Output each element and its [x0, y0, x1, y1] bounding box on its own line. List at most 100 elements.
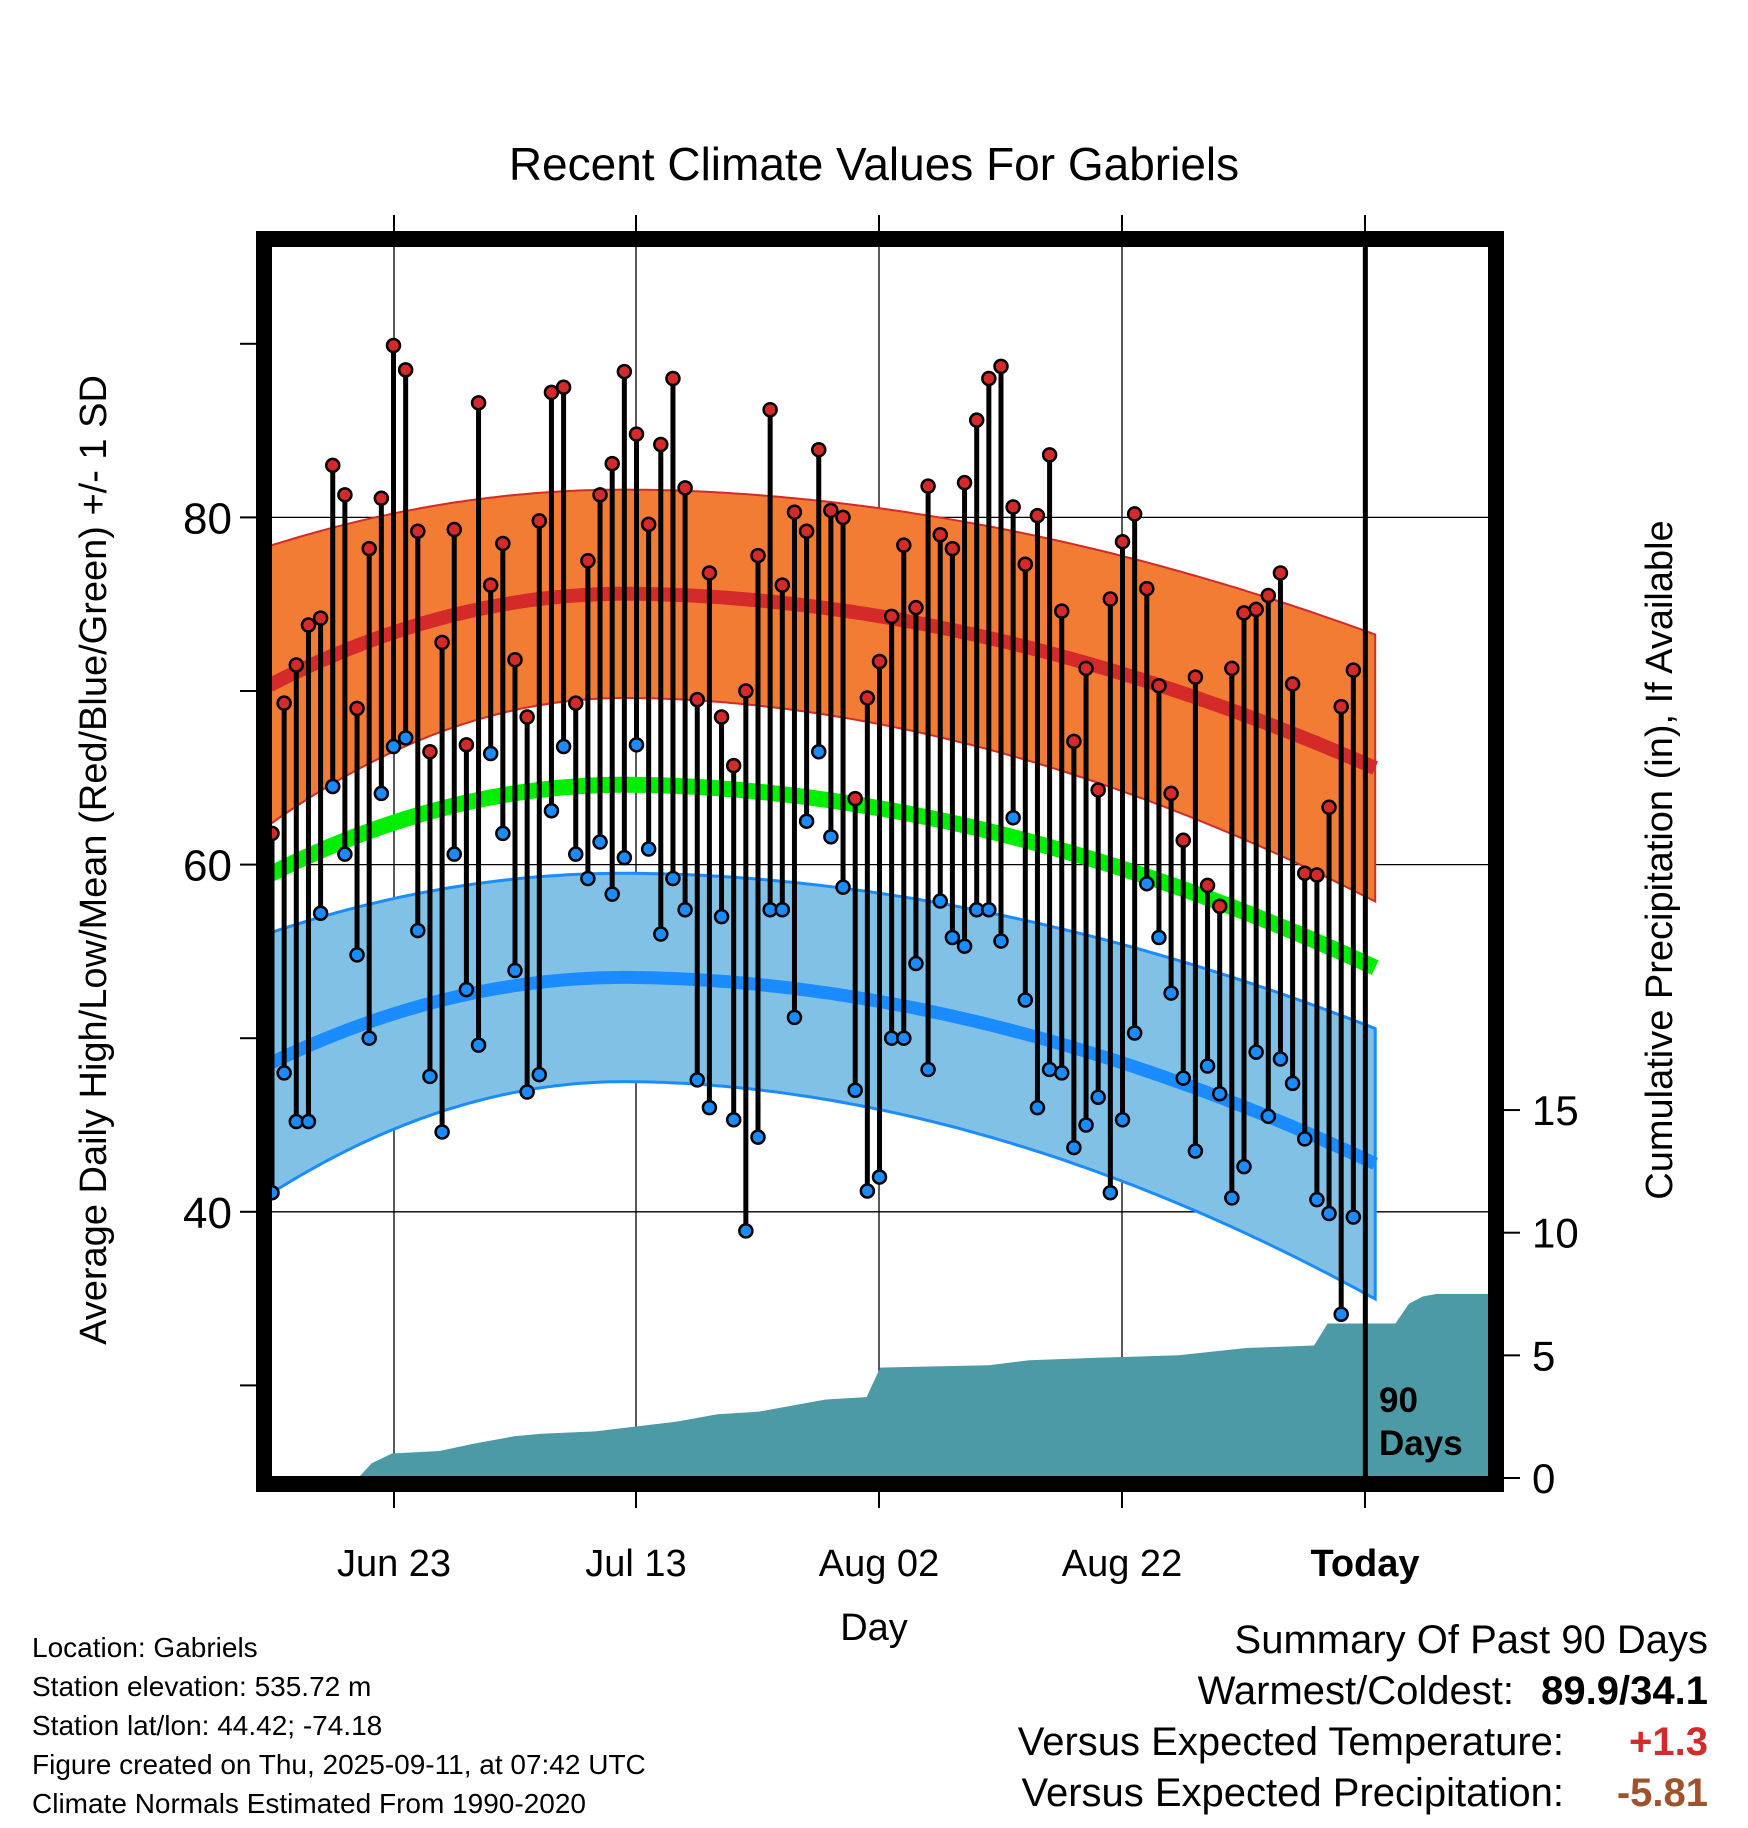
daily-high-point	[1297, 865, 1313, 882]
y-axis-label: Average Daily High/Low/Mean (Red/Blue/Gr…	[73, 375, 115, 1345]
daily-low-point	[908, 955, 924, 972]
y2-tick-label: 10	[1532, 1210, 1579, 1257]
daily-low-point	[798, 813, 815, 829]
warmest-coldest-value: 89.9/34.1	[1541, 1669, 1708, 1713]
daily-high-point	[1102, 591, 1119, 607]
daily-low-point	[1054, 1065, 1070, 1081]
summary-warmest-coldest: Warmest/Coldest: 89.9/34.1	[1018, 1666, 1708, 1717]
temp-vs-expected-value: +1.3	[1629, 1720, 1708, 1764]
daily-high-point	[920, 478, 936, 494]
daily-low-point	[458, 981, 475, 998]
daily-low-point	[422, 1068, 438, 1085]
x-tick-label: Jul 13	[585, 1543, 686, 1585]
daily-high-point	[300, 617, 317, 633]
daily-high-point	[1005, 499, 1021, 515]
daily-high-point	[519, 709, 535, 725]
y2-tick-label: 0	[1532, 1455, 1555, 1502]
daily-high-point	[640, 516, 657, 533]
daily-high-point	[653, 436, 669, 453]
daily-high-point	[1054, 603, 1070, 619]
daily-high-point	[981, 370, 997, 387]
daily-low-point	[1090, 1089, 1106, 1105]
daily-high-point	[932, 527, 948, 543]
daily-low-point	[1321, 1205, 1337, 1222]
daily-high-point	[458, 737, 475, 753]
daily-low-point	[811, 744, 827, 760]
daily-low-point	[1272, 1051, 1289, 1067]
daily-low-point	[1187, 1143, 1204, 1159]
daily-high-point	[628, 426, 645, 442]
daily-low-point	[482, 745, 499, 762]
daily-low-point	[410, 922, 426, 939]
daily-low-point	[580, 870, 596, 887]
daily-low-point	[1260, 1108, 1277, 1125]
daily-high-point	[349, 700, 365, 717]
daily-high-point	[373, 490, 390, 507]
daily-high-point	[325, 457, 341, 474]
daily-low-point	[312, 905, 329, 921]
daily-high-point	[616, 363, 633, 380]
plot-frame	[256, 231, 1504, 1492]
y2-axis-label: Cumulative Precipitation (in), If Availa…	[1639, 520, 1681, 1199]
daily-high-point	[580, 553, 596, 569]
daily-low-point	[920, 1061, 936, 1078]
today-label-line2: Days	[1379, 1424, 1463, 1463]
daily-high-point	[288, 657, 305, 673]
daily-high-point	[665, 370, 681, 387]
daily-low-point	[1139, 875, 1155, 892]
daily-low-point	[1199, 1058, 1216, 1074]
daily-high-point	[446, 521, 462, 538]
daily-low-point	[385, 738, 402, 755]
daily-high-point	[337, 487, 353, 503]
precip-vs-expected-label: Versus Expected Precipitation:	[1021, 1771, 1564, 1815]
daily-high-point	[713, 709, 730, 725]
daily-high-point	[811, 441, 827, 458]
daily-low-point	[738, 1223, 754, 1239]
daily-high-point	[1151, 678, 1167, 694]
daily-low-point	[701, 1099, 718, 1116]
daily-low-point	[1017, 992, 1034, 1008]
daily-low-point	[835, 879, 851, 895]
x-tick-label: Jun 23	[337, 1543, 451, 1585]
daily-low-point	[361, 1030, 377, 1046]
summary-temp: Versus Expected Temperature: +1.3	[1018, 1717, 1708, 1768]
daily-high-point	[956, 474, 973, 491]
daily-high-point	[1175, 832, 1191, 849]
daily-high-point	[1272, 565, 1289, 581]
daily-low-point	[1102, 1184, 1119, 1201]
daily-high-point	[823, 502, 839, 519]
y-tick-label: 60	[183, 842, 232, 891]
station-info: Location: Gabriels Station elevation: 53…	[32, 1628, 646, 1823]
daily-high-point	[993, 358, 1009, 375]
daily-low-point	[1309, 1191, 1325, 1208]
daily-low-point	[1211, 1086, 1228, 1102]
daily-high-point	[847, 790, 863, 807]
daily-low-point	[871, 1169, 888, 1185]
daily-high-point	[1114, 533, 1131, 550]
daily-low-point	[543, 803, 560, 819]
daily-high-point	[1066, 733, 1082, 750]
daily-high-point	[361, 540, 377, 557]
x-tick-label: Aug 02	[819, 1543, 939, 1585]
daily-low-point	[276, 1065, 292, 1081]
daily-high-point	[1163, 785, 1179, 802]
daily-low-point	[531, 1066, 548, 1083]
daily-high-point	[276, 695, 292, 711]
created-text: Figure created on Thu, 2025-09-11, at 07…	[32, 1749, 646, 1780]
normals-text: Climate Normals Estimated From 1990-2020	[32, 1788, 586, 1819]
daily-low-point	[956, 938, 973, 954]
daily-high-point	[410, 523, 426, 540]
daily-high-point	[883, 608, 900, 625]
daily-high-point	[1309, 867, 1325, 883]
daily-high-point	[738, 683, 754, 699]
daily-low-point	[1066, 1139, 1082, 1156]
daily-low-point	[446, 846, 462, 862]
daily-low-point	[495, 825, 511, 842]
daily-high-point	[434, 634, 450, 651]
daily-low-point	[725, 1112, 742, 1128]
daily-high-point	[385, 337, 402, 354]
daily-high-point	[531, 513, 548, 529]
daily-low-point	[349, 947, 365, 963]
daily-low-point	[1078, 1117, 1094, 1133]
daily-high-point	[1126, 506, 1143, 522]
